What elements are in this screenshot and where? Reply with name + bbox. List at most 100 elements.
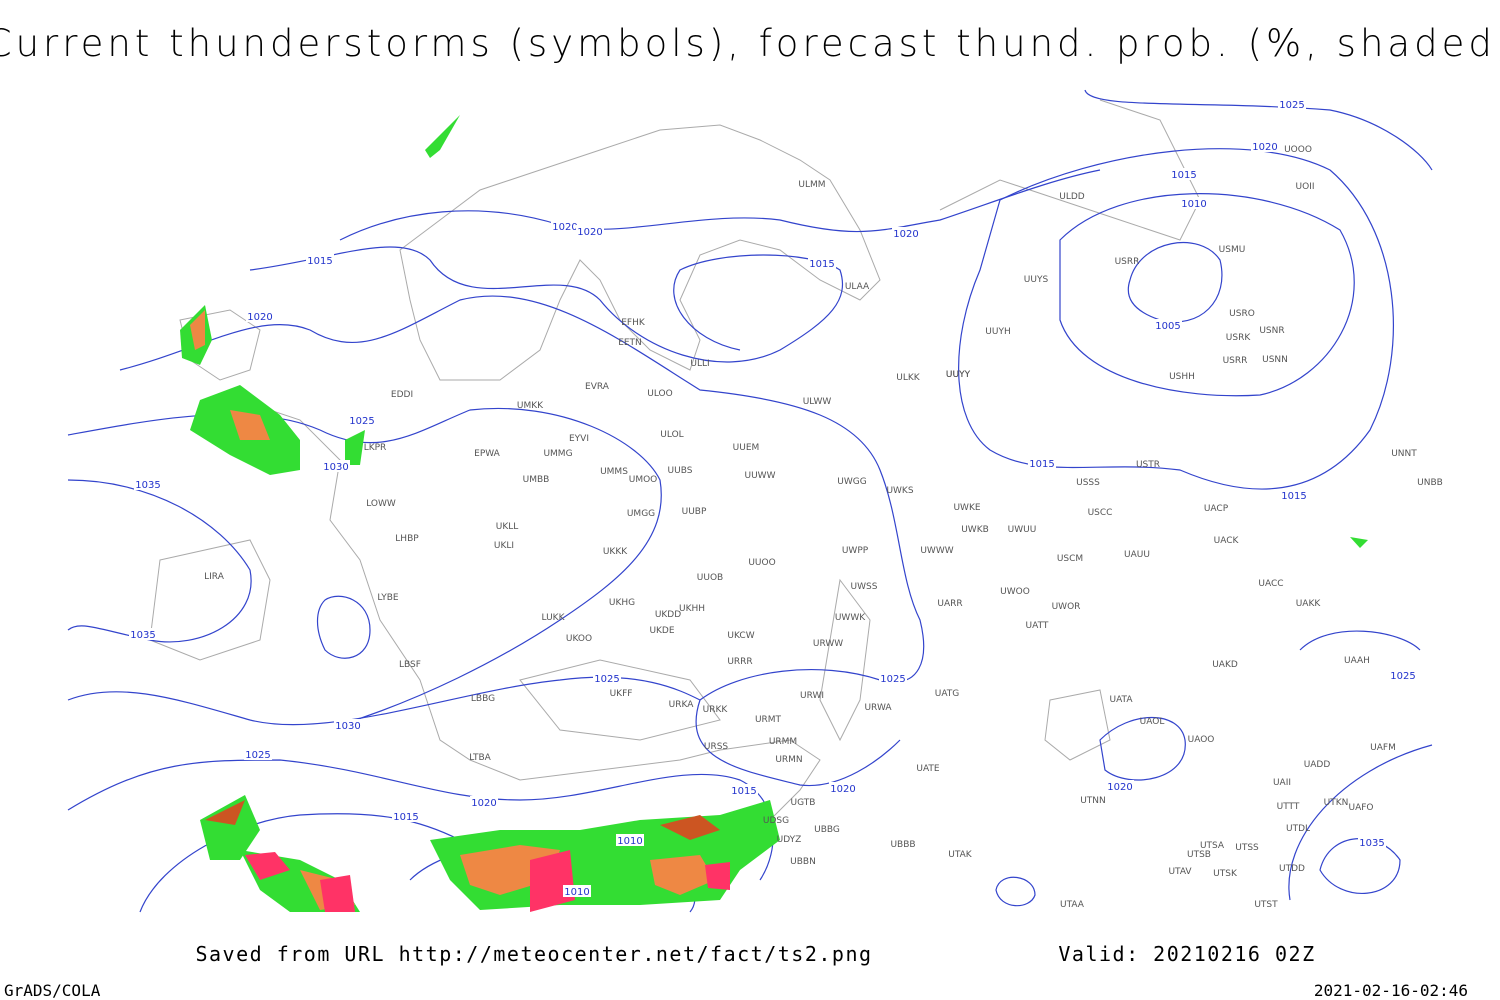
isobar	[67, 676, 701, 726]
station-label: UATT	[1026, 621, 1049, 631]
isobar	[1319, 838, 1401, 894]
station-label: UTNN	[1080, 796, 1106, 806]
label-bg	[348, 414, 376, 426]
station-label: URWW	[813, 639, 843, 649]
station-label: USCC	[1088, 508, 1113, 518]
station-label: UACK	[1214, 536, 1240, 546]
station-label: UMKK	[517, 401, 544, 411]
label-bg	[879, 672, 907, 684]
station-label: UKHH	[679, 604, 705, 614]
station-label: UWKE	[953, 503, 980, 513]
label-bg	[334, 719, 362, 731]
isobar-label: 1020	[577, 227, 602, 238]
station-label: LKPR	[364, 443, 387, 453]
station-label: UWSS	[851, 582, 878, 592]
isobar-label: 1025	[1390, 671, 1415, 682]
isobar	[1288, 744, 1433, 901]
station-label: UWOR	[1052, 602, 1081, 612]
label-bg	[246, 310, 274, 322]
isobar-label: 1035	[1359, 838, 1384, 849]
label-bg	[551, 220, 579, 232]
station-label: LUKK	[542, 613, 566, 623]
isobar-label: 1020	[1252, 142, 1277, 153]
station-label: UKDD	[655, 610, 681, 620]
station-label: UDYZ	[777, 835, 802, 845]
station-label: UWGG	[837, 477, 866, 487]
station-label: USTR	[1136, 460, 1160, 470]
station-label: UUBP	[682, 507, 707, 517]
station-label: LYBE	[377, 593, 398, 603]
station-label: UKFF	[610, 689, 633, 699]
timestamp: 2021-02-16-02:46	[1314, 981, 1468, 1000]
label-bg	[392, 810, 420, 822]
thunderstorm-shading	[180, 115, 1368, 912]
station-label: ULOO	[647, 389, 672, 399]
label-bg	[1170, 168, 1198, 180]
station-label: EFHK	[621, 318, 646, 328]
station-label: UAKK	[1296, 599, 1322, 609]
isobar-label: 1025	[245, 750, 270, 761]
valid-time: Valid: 20210216 02Z	[1058, 942, 1315, 966]
station-label: LOWW	[366, 499, 396, 509]
isobar-label: 1025	[1279, 100, 1304, 111]
station-label: UMMG	[543, 449, 572, 459]
station-label: UNBB	[1417, 478, 1443, 488]
station-label: UNNT	[1391, 449, 1417, 459]
station-label: UWWK	[835, 613, 866, 623]
station-label: UKCW	[727, 631, 754, 641]
isobar	[1127, 242, 1223, 323]
station-label: URWI	[800, 691, 824, 701]
station-label: URMM	[769, 737, 797, 747]
label-bg	[563, 885, 591, 897]
label-bg	[1251, 140, 1279, 152]
station-label: EETN	[618, 338, 642, 348]
isobar	[249, 246, 844, 363]
isobar-label: 1015	[307, 256, 332, 267]
symbols	[320, 875, 355, 912]
isobar-label: 1035	[130, 630, 155, 641]
isobar-label: 1015	[393, 812, 418, 823]
station-label: UAII	[1273, 778, 1291, 788]
isobar	[119, 295, 925, 787]
station-label: UKKK	[603, 547, 628, 557]
isobar-label: 1030	[335, 721, 360, 732]
station-label: UTAK	[948, 850, 973, 860]
isobar-label: 1005	[1155, 321, 1180, 332]
station-label: EYVI	[569, 434, 589, 444]
station-label: EVRA	[585, 382, 610, 392]
label-bg	[576, 225, 604, 237]
label-bg	[1278, 98, 1306, 110]
station-label: UOII	[1296, 182, 1315, 192]
station-label: UUYH	[985, 327, 1010, 337]
station-label: UBBG	[814, 825, 840, 835]
station-label: UATE	[916, 764, 940, 774]
station-label: UUYY	[946, 370, 971, 380]
label-bg	[1280, 489, 1308, 501]
continent-coast	[239, 399, 821, 821]
isobar-label: 1030	[323, 462, 348, 473]
station-label: USCM	[1057, 554, 1083, 564]
label-bg	[244, 748, 272, 760]
station-label: UAUU	[1124, 550, 1150, 560]
station-label: UWPP	[842, 546, 869, 556]
station-label: UAFO	[1348, 803, 1373, 813]
station-label: UMBB	[523, 475, 550, 485]
isobar-label: 1015	[1029, 459, 1054, 470]
isobar-label: 1020	[893, 229, 918, 240]
station-label: UDSG	[763, 816, 789, 826]
isobar	[995, 876, 1036, 907]
station-label: URRR	[727, 657, 752, 667]
station-label: UBBB	[890, 840, 915, 850]
title: Current thunderstorms (symbols), forecas…	[0, 22, 1500, 65]
label-bg	[129, 628, 157, 640]
station-label: LTBA	[469, 753, 491, 763]
station-label: UARR	[937, 599, 962, 609]
station-label: USRO	[1229, 309, 1255, 319]
black-sea	[519, 659, 721, 741]
isobar-label: 1020	[1107, 782, 1132, 793]
station-label: UUBS	[668, 466, 693, 476]
station-label: UTSK	[1213, 869, 1238, 879]
station-label: UTST	[1254, 900, 1278, 910]
station-label: UTSA	[1200, 841, 1225, 851]
